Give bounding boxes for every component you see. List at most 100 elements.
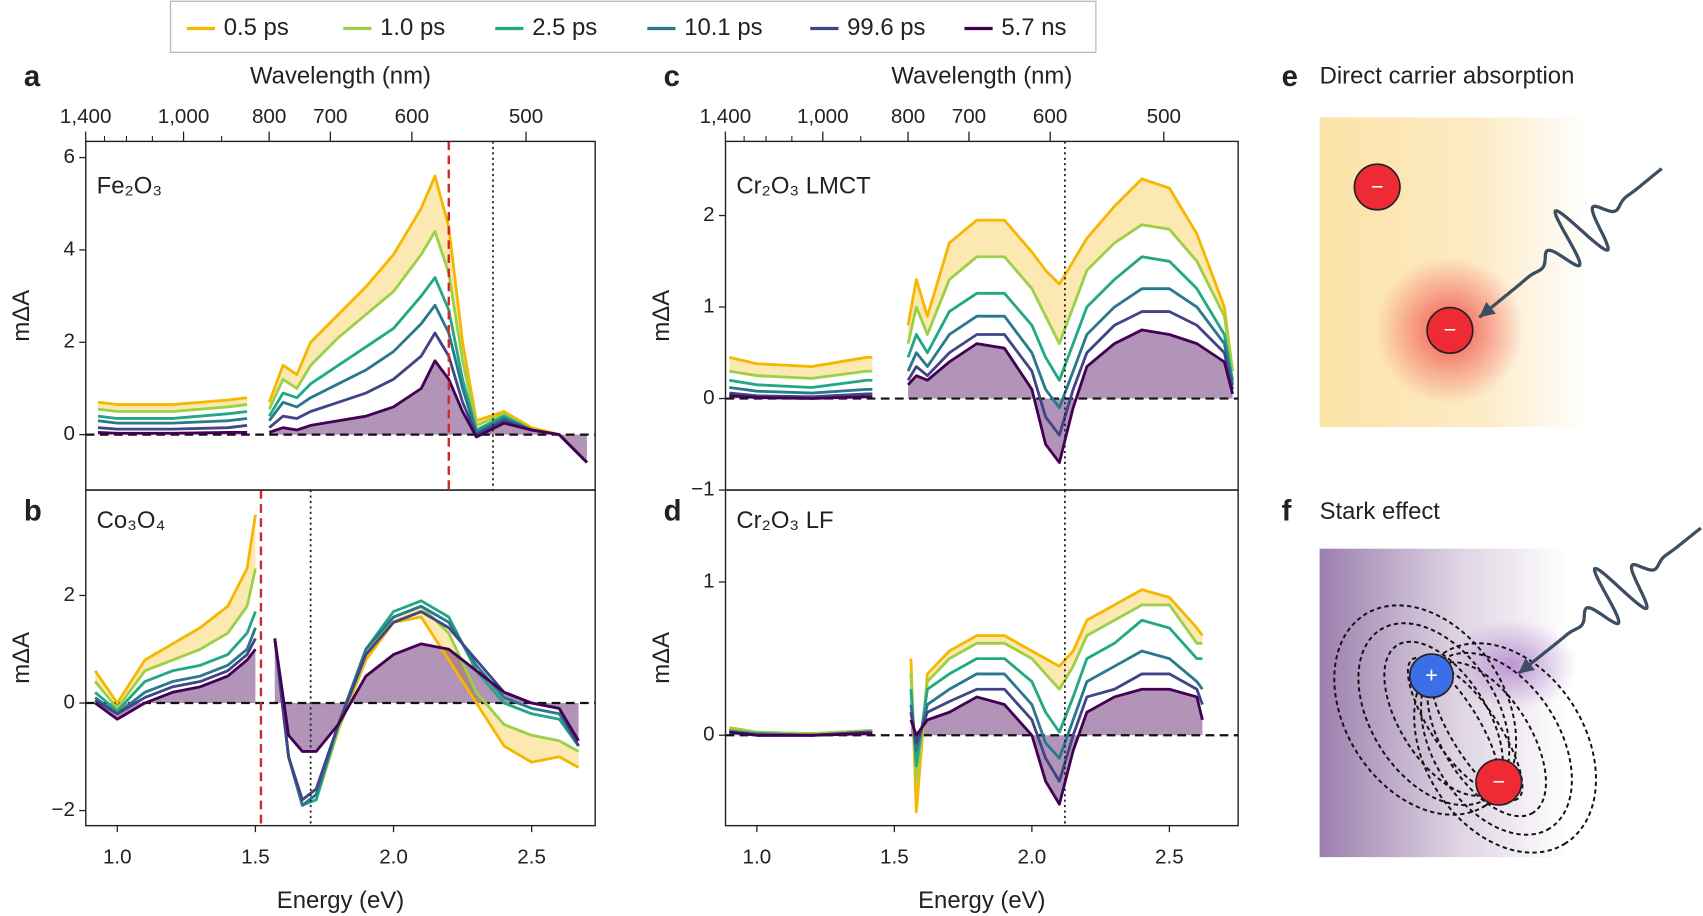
legend-label: 0.5 ps bbox=[224, 14, 289, 41]
x2-tick-label: 700 bbox=[952, 105, 986, 128]
x2-tick-label: 700 bbox=[313, 105, 347, 128]
panel-label: Co₃O₄ bbox=[97, 507, 166, 534]
plot-area bbox=[85, 174, 596, 464]
x2-tick-label: 600 bbox=[395, 105, 429, 128]
panel-label: Fe₂O₃ bbox=[97, 172, 162, 199]
band-fill bbox=[908, 178, 1233, 372]
plot-frame bbox=[85, 489, 596, 827]
field-line bbox=[1426, 661, 1547, 818]
legend-label: 10.1 ps bbox=[684, 14, 762, 41]
diagram-title: Direct carrier absorption bbox=[1320, 63, 1575, 90]
charge-sign: − bbox=[1492, 769, 1505, 794]
x2-tick-label: 1,000 bbox=[797, 105, 849, 128]
plot-area bbox=[85, 514, 596, 807]
y-axis-label: mΔA bbox=[8, 632, 35, 684]
plot-area bbox=[725, 588, 1239, 814]
y-axis-label: mΔA bbox=[648, 290, 675, 342]
x-tick-label: 1.5 bbox=[880, 846, 909, 869]
band-fill bbox=[95, 514, 256, 709]
electron bbox=[1426, 306, 1474, 355]
glow bbox=[1447, 619, 1579, 711]
x-axis-label: Energy (eV) bbox=[918, 887, 1045, 914]
legend-box bbox=[169, 0, 1097, 53]
panel-letter: f bbox=[1282, 495, 1292, 528]
series-line bbox=[729, 255, 1235, 389]
field-line bbox=[1333, 604, 1518, 816]
y-axis-label: mΔA bbox=[648, 632, 675, 684]
legend-label: 1.0 ps bbox=[380, 14, 445, 41]
series-line bbox=[729, 287, 1234, 410]
panel-label: Cr₂O₃ LMCT bbox=[736, 172, 871, 199]
y-tick-label: 2 bbox=[63, 583, 74, 606]
series-line bbox=[728, 177, 1235, 372]
series-line bbox=[729, 328, 1234, 464]
plot-area bbox=[725, 177, 1239, 464]
charge-sign: − bbox=[1444, 317, 1457, 342]
panel-letter: a bbox=[24, 60, 41, 93]
light-wave bbox=[1517, 526, 1702, 675]
panel-letter: e bbox=[1282, 60, 1298, 93]
y-tick-label: 2 bbox=[63, 330, 74, 353]
x2-tick-label: 800 bbox=[252, 105, 286, 128]
x-tick-label: 1.5 bbox=[241, 846, 270, 869]
x2-tick-label: 1,000 bbox=[158, 105, 210, 128]
x2-axis-label: Wavelength (nm) bbox=[250, 63, 431, 90]
x2-tick-label: 1,400 bbox=[60, 105, 112, 128]
panel-letter: d bbox=[664, 495, 682, 528]
series-line bbox=[94, 568, 580, 807]
x2-axis-label: Wavelength (nm) bbox=[891, 63, 1072, 90]
y-tick-label: 6 bbox=[63, 145, 74, 168]
x2-tick-label: 800 bbox=[891, 105, 925, 128]
y-axis-label: mΔA bbox=[8, 290, 35, 342]
series-line bbox=[97, 359, 588, 464]
y-tick-label: 0 bbox=[703, 723, 714, 746]
x-tick-label: 1.0 bbox=[103, 846, 132, 869]
x2-tick-label: 500 bbox=[509, 105, 543, 128]
y-tick-label: −1 bbox=[691, 477, 715, 500]
legend-label: 5.7 ns bbox=[1001, 14, 1066, 41]
y-tick-label: 0 bbox=[703, 386, 714, 409]
x-tick-label: 2.5 bbox=[517, 846, 546, 869]
x-tick-label: 2.0 bbox=[379, 846, 408, 869]
x2-tick-label: 600 bbox=[1033, 105, 1067, 128]
area-fill bbox=[95, 649, 256, 720]
x-axis-label: Energy (eV) bbox=[277, 887, 404, 914]
y-tick-label: 0 bbox=[63, 690, 74, 713]
area-fill bbox=[274, 638, 579, 752]
series-line bbox=[729, 603, 1203, 783]
x-tick-label: 1.0 bbox=[743, 846, 772, 869]
series-line bbox=[97, 331, 588, 464]
series-line bbox=[729, 223, 1235, 380]
x2-tick-label: 500 bbox=[1147, 105, 1181, 128]
charge-sign: + bbox=[1425, 663, 1438, 688]
field-lines bbox=[1333, 604, 1597, 854]
series-line bbox=[729, 310, 1234, 437]
legend-label: 2.5 ps bbox=[532, 14, 597, 41]
arrow-head bbox=[1518, 658, 1535, 674]
legend-label: 99.6 ps bbox=[847, 14, 925, 41]
electron bbox=[1475, 758, 1523, 806]
x-tick-label: 2.5 bbox=[1155, 846, 1184, 869]
field-line bbox=[1413, 642, 1597, 854]
y-tick-label: 2 bbox=[703, 203, 714, 226]
x2-tick-label: 1,400 bbox=[700, 105, 752, 128]
hole bbox=[1408, 653, 1455, 699]
area-fill bbox=[269, 360, 587, 463]
x-tick-label: 2.0 bbox=[1018, 846, 1047, 869]
diagram-title: Stark effect bbox=[1320, 498, 1441, 525]
series-line bbox=[94, 638, 580, 753]
area-fill bbox=[908, 329, 1233, 463]
y-tick-label: 4 bbox=[63, 237, 74, 260]
arrow-head bbox=[1479, 301, 1496, 318]
series-line bbox=[97, 174, 588, 464]
y-tick-label: 0 bbox=[63, 422, 74, 445]
panel-letter: b bbox=[24, 495, 42, 528]
charge-sign: − bbox=[1371, 174, 1384, 199]
area-fill bbox=[910, 689, 1203, 805]
y-tick-label: 1 bbox=[703, 294, 714, 317]
light-wave bbox=[1478, 167, 1663, 319]
panel-letter: c bbox=[664, 60, 680, 93]
panel-label: Cr₂O₃ LF bbox=[736, 507, 833, 534]
